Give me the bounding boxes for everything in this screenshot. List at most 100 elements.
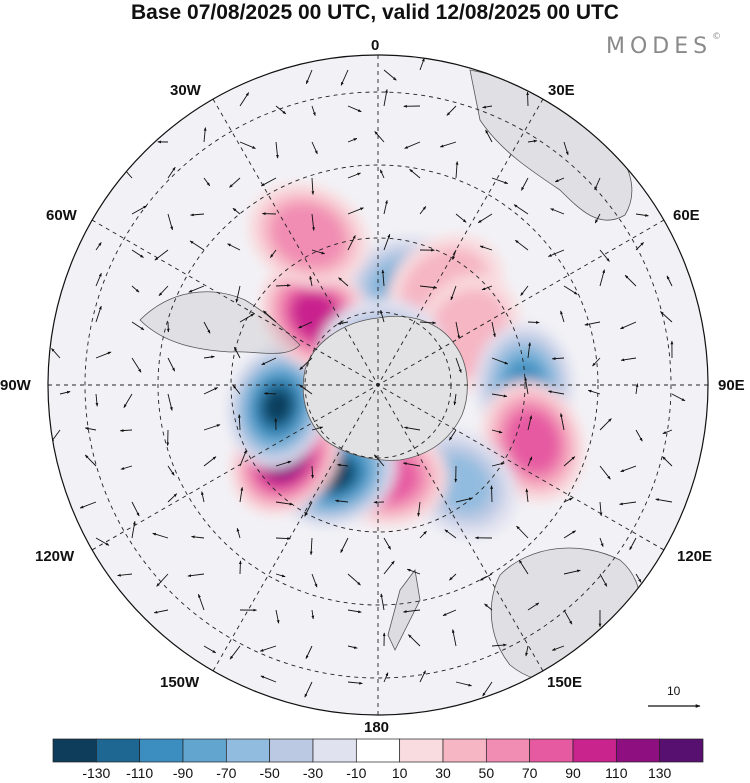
wind-arrow <box>442 609 457 616</box>
wind-arrow <box>662 429 673 435</box>
wind-arrow <box>275 501 294 506</box>
reference-vector-label: 10 <box>667 684 681 698</box>
wind-arrow <box>635 213 649 217</box>
south-america <box>139 291 301 354</box>
lon-label-90e: 90E <box>718 377 745 394</box>
wind-arrow <box>563 141 569 156</box>
wind-arrow <box>311 141 318 155</box>
wind-arrow <box>338 277 349 287</box>
wind-arrow <box>167 213 173 231</box>
wind-arrow <box>482 681 493 697</box>
wind-arrow <box>263 310 277 323</box>
wind-arrow <box>131 501 140 517</box>
wind-arrow <box>587 389 601 395</box>
wind-arrow <box>239 141 256 149</box>
wind-arrow <box>203 424 221 431</box>
wind-arrow <box>635 573 642 583</box>
wind-arrow <box>520 285 529 296</box>
wind-arrow <box>419 285 438 289</box>
wind-arrow <box>419 530 427 539</box>
lon-label-120e: 120E <box>677 548 713 565</box>
wind-vectors <box>50 57 686 698</box>
wind-arrow <box>374 131 385 143</box>
wind-arrow <box>304 501 313 517</box>
wind-arrow <box>373 454 385 467</box>
wind-arrow <box>408 634 421 647</box>
wind-arrow <box>261 357 277 366</box>
colorbar-swatch <box>442 738 487 763</box>
wind-arrow <box>119 429 133 432</box>
wind-arrow <box>491 462 505 467</box>
wind-arrow <box>491 357 509 365</box>
wind-arrow <box>154 249 169 261</box>
wind-arrow <box>311 609 315 620</box>
wind-arrow <box>592 357 601 367</box>
wind-arrow <box>299 357 313 371</box>
colorbar-tick-label: -110 <box>126 765 154 781</box>
wind-arrow <box>167 465 175 476</box>
wind-arrow <box>491 321 496 338</box>
wind-arrow <box>620 357 637 362</box>
wind-arrow <box>479 573 493 581</box>
wind-arrow <box>513 204 529 215</box>
wind-arrow <box>551 357 565 360</box>
wind-arrow <box>275 105 287 115</box>
wind-arrow <box>444 529 457 539</box>
wind-arrow <box>269 249 277 258</box>
wind-arrow <box>599 501 603 517</box>
wind-arrow <box>347 235 356 251</box>
wind-arrow <box>259 645 277 652</box>
wind-arrow <box>232 207 241 215</box>
wind-arrow <box>381 269 385 287</box>
wind-arrow <box>347 645 358 649</box>
wind-arrow <box>455 357 462 373</box>
wind-arrow <box>229 177 241 188</box>
wind-arrow <box>229 645 241 660</box>
wind-arrow <box>491 643 507 647</box>
wind-arrow <box>190 213 205 217</box>
wind-arrow <box>263 392 277 395</box>
wind-arrow <box>347 137 358 143</box>
colorbar-tick-label: 110 <box>605 765 628 781</box>
wind-arrow <box>584 321 601 326</box>
lon-label-0: 0 <box>371 37 380 54</box>
anomaly-contour <box>282 213 334 258</box>
colorbar <box>52 738 704 763</box>
wind-arrow <box>563 456 576 467</box>
wind-arrow <box>167 493 178 503</box>
lon-label-90w: 90W <box>0 377 31 394</box>
wind-arrow <box>95 242 102 251</box>
wind-arrow <box>260 675 277 683</box>
wind-arrow <box>671 393 686 402</box>
wind-arrow <box>491 177 509 184</box>
wind-arrow <box>599 465 611 480</box>
wind-arrow <box>304 681 313 698</box>
colorbar-tick-label: 10 <box>391 765 408 781</box>
wind-arrow <box>455 161 459 179</box>
wind-arrow <box>275 141 279 159</box>
wind-arrow <box>79 501 97 509</box>
wind-arrow <box>419 206 427 215</box>
wind-arrow <box>417 501 421 517</box>
wind-arrow <box>239 313 255 323</box>
wind-arrow <box>547 390 565 395</box>
colorbar-swatch <box>572 738 617 763</box>
wind-arrow <box>203 355 215 359</box>
wind-arrow <box>516 525 529 539</box>
wind-arrow <box>449 573 457 581</box>
wind-arrow <box>481 285 493 291</box>
colorbar-tick-label: 50 <box>478 765 495 781</box>
wind-arrow <box>189 240 205 251</box>
wind-arrow <box>451 629 457 647</box>
wind-arrow <box>311 213 315 231</box>
colorbar-tick-label: 30 <box>435 765 451 781</box>
lon-label-60e: 60E <box>673 207 700 224</box>
lon-label-150e: 150E <box>547 674 583 691</box>
lon-label-120w: 120W <box>35 548 75 565</box>
map-disc <box>48 55 708 715</box>
wind-arrow <box>419 57 425 71</box>
wind-arrow <box>117 573 133 577</box>
wind-arrow <box>599 573 608 587</box>
wind-arrow <box>347 573 361 586</box>
